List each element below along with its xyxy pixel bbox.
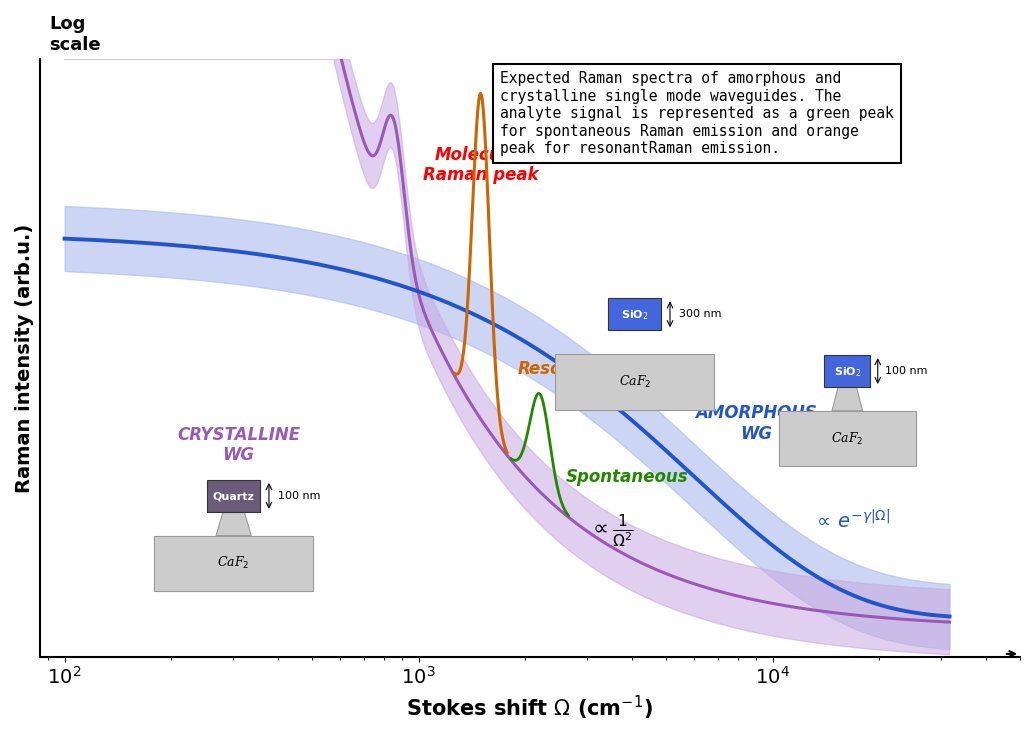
Text: 100 nm: 100 nm xyxy=(277,491,320,501)
Text: SiO$_2$: SiO$_2$ xyxy=(833,365,861,379)
Bar xyxy=(778,411,916,467)
Text: Resonant: Resonant xyxy=(518,360,604,378)
Text: AMORPHOUS
WG: AMORPHOUS WG xyxy=(696,404,818,443)
Bar xyxy=(609,298,661,330)
Text: CaF$_2$: CaF$_2$ xyxy=(217,556,249,571)
Bar xyxy=(154,536,313,591)
Text: $\propto\, e^{-\gamma|\Omega|}$: $\propto\, e^{-\gamma|\Omega|}$ xyxy=(812,509,890,533)
Polygon shape xyxy=(832,387,862,411)
Text: Log
scale: Log scale xyxy=(50,15,101,54)
Text: CRYSTALLINE
WG: CRYSTALLINE WG xyxy=(177,425,300,464)
Bar xyxy=(825,355,870,387)
Text: CaF$_2$: CaF$_2$ xyxy=(619,374,651,390)
Text: 300 nm: 300 nm xyxy=(679,310,721,319)
Text: Spontaneous: Spontaneous xyxy=(565,469,688,486)
Bar xyxy=(207,480,260,511)
Text: Expected Raman spectra of amorphous and
crystalline single mode waveguides. The
: Expected Raman spectra of amorphous and … xyxy=(500,71,894,156)
Text: 100 nm: 100 nm xyxy=(885,366,928,376)
Y-axis label: Raman intensity (arb.u.): Raman intensity (arb.u.) xyxy=(14,223,34,492)
Text: Quartz: Quartz xyxy=(213,492,255,502)
Text: SiO$_2$: SiO$_2$ xyxy=(621,308,649,322)
X-axis label: Stokes shift $\Omega$ (cm$^{-1}$): Stokes shift $\Omega$ (cm$^{-1}$) xyxy=(407,694,653,722)
Polygon shape xyxy=(216,511,252,536)
Text: CaF$_2$: CaF$_2$ xyxy=(831,430,863,447)
Text: Molecular
Raman peak: Molecular Raman peak xyxy=(423,145,538,184)
Text: $\propto \frac{1}{\Omega^2}$: $\propto \frac{1}{\Omega^2}$ xyxy=(588,513,634,551)
Bar xyxy=(556,354,714,410)
